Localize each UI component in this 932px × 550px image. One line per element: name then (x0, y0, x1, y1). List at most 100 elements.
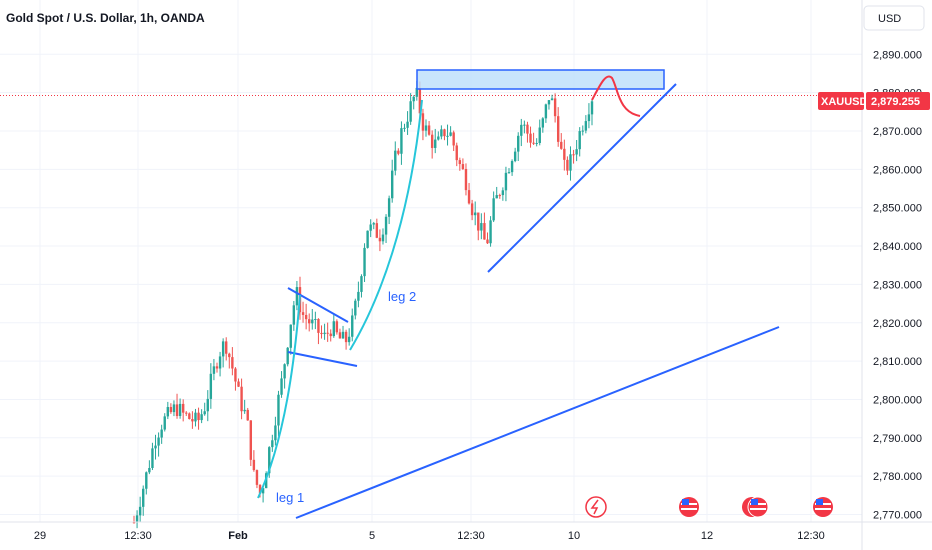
candle-body (145, 472, 148, 489)
candle-body (452, 132, 455, 146)
candle-body (587, 114, 591, 122)
candle-body (163, 416, 166, 430)
candle-body (440, 129, 443, 137)
candle-body (517, 135, 520, 152)
candle-body (243, 409, 246, 412)
flash-event-icon[interactable] (585, 496, 607, 518)
candle-body (142, 488, 145, 507)
annotation-leg-1: leg 1 (276, 490, 304, 505)
candle-body (427, 125, 431, 135)
candle-body (228, 353, 231, 358)
y-tick-label: 2,800.000 (873, 394, 922, 406)
candle-body (556, 116, 560, 142)
candle-body (513, 151, 517, 162)
candle-body (412, 96, 415, 102)
candle-body (489, 220, 492, 244)
candle-body (314, 319, 317, 321)
pennant-lower-line (287, 351, 358, 367)
candle-body (384, 216, 388, 235)
ascending-support-line (487, 83, 677, 273)
candle-body (492, 198, 495, 221)
candle-body (372, 223, 375, 225)
candle-body (526, 124, 529, 134)
x-tick-label: 12:30 (124, 530, 152, 542)
candle-body (443, 129, 446, 137)
last-price-marker: XAUUSD 2,879.255 (818, 92, 930, 110)
candle-body (470, 203, 474, 216)
candle-body (495, 195, 498, 199)
y-tick-label: 2,860.000 (873, 164, 922, 176)
candle-body (212, 366, 216, 374)
candle-body (194, 412, 197, 422)
x-tick-label: 12:30 (797, 530, 825, 542)
candle-body (175, 404, 179, 417)
candle-body (326, 332, 329, 334)
candle-body (203, 411, 206, 415)
resistance-zone (416, 69, 665, 90)
candle-body (341, 331, 345, 339)
y-tick-label: 2,820.000 (873, 318, 922, 330)
candle-body (477, 212, 480, 231)
candle-body (160, 429, 163, 438)
candle-body (498, 195, 501, 197)
us-flag-event-group-icon[interactable] (742, 496, 769, 518)
candle-body (406, 121, 409, 128)
candle-body (529, 133, 532, 143)
event-icons (585, 496, 833, 518)
us-flag-event-icon[interactable] (813, 497, 833, 517)
candle-body (486, 239, 489, 244)
y-tick-label: 2,810.000 (873, 356, 922, 368)
candle-body (464, 168, 468, 191)
y-tick-label: 2,770.000 (873, 510, 922, 522)
candle-body (520, 124, 523, 136)
y-tick-label: 2,840.000 (873, 241, 922, 253)
candle-body (434, 139, 437, 148)
candle-body (467, 190, 471, 204)
candle-body (246, 409, 249, 421)
candle-body (369, 224, 372, 231)
candle-body (255, 470, 259, 485)
y-tick-label: 2,790.000 (873, 433, 922, 445)
candle-body (523, 124, 526, 126)
us-flag-event-icon[interactable] (679, 497, 699, 517)
candle-body (544, 104, 548, 119)
candle-body (292, 305, 296, 325)
currency-button[interactable]: USD (863, 5, 925, 31)
pennant-upper-line (287, 287, 349, 323)
candle-body (206, 398, 209, 412)
candle-body (541, 118, 545, 128)
candle-body (289, 324, 292, 348)
candle-body (154, 445, 157, 449)
candle-body (301, 312, 305, 315)
candle-body (510, 161, 514, 173)
candle-body (329, 333, 332, 337)
x-tick-label: 12:30 (457, 530, 485, 542)
candle-body (225, 341, 228, 354)
candle-body (553, 98, 557, 117)
candle-body (446, 135, 449, 137)
candle-body (237, 381, 240, 387)
leg-2-curve (349, 99, 423, 351)
x-tick-label: 10 (568, 530, 580, 542)
candle-body (344, 331, 348, 343)
annotation-leg-2: leg 2 (388, 289, 416, 304)
candle-body (169, 407, 173, 413)
candle-body (332, 321, 335, 337)
candle-body (258, 484, 262, 494)
x-tick-label: Feb (228, 530, 248, 542)
candle-body (231, 357, 234, 369)
leg-1-curve (257, 294, 301, 499)
candle-body (335, 321, 339, 333)
candle-body (381, 234, 385, 242)
y-tick-label: 2,780.000 (873, 471, 922, 483)
candle-body (357, 291, 360, 301)
long-term-trendline (295, 326, 780, 519)
candle-body (135, 515, 139, 523)
candle-body (360, 276, 363, 292)
x-tick-label: 12 (701, 530, 713, 542)
candle-body (455, 145, 458, 161)
y-tick-label: 2,870.000 (873, 126, 922, 138)
